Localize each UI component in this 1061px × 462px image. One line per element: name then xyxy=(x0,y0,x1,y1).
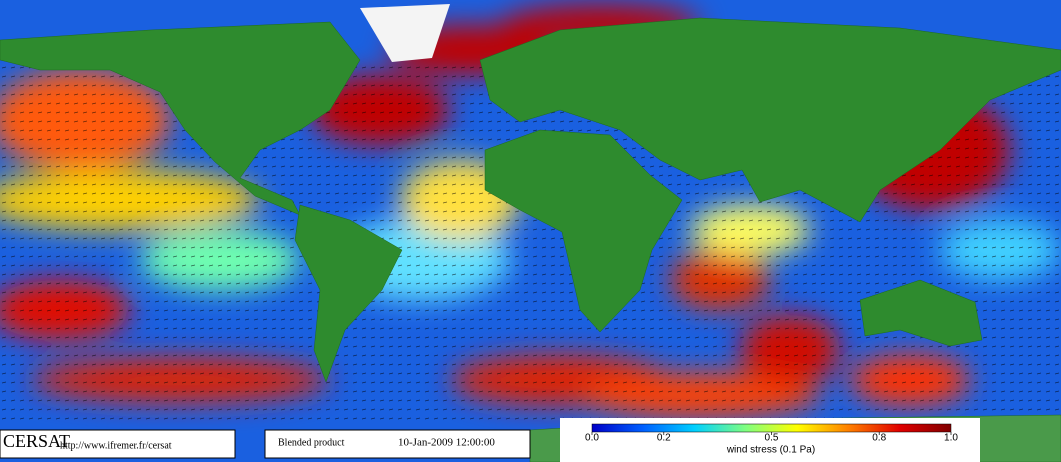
colorbar xyxy=(591,423,952,433)
footer: CERSAT http://www.ifremer.fr/cersat Blen… xyxy=(0,418,980,462)
colorbar-tick-label: 0.2 xyxy=(657,433,671,444)
colorbar-tick-label: 1.0 xyxy=(944,433,958,444)
eurasia xyxy=(479,17,1061,223)
url[interactable]: http://www.ifremer.fr/cersat xyxy=(60,440,172,451)
logo: CERSAT xyxy=(3,431,70,451)
north-america xyxy=(0,21,361,216)
south-america xyxy=(294,204,403,383)
colorbar-tick-label: 0.0 xyxy=(585,433,599,444)
greenland xyxy=(360,4,450,62)
product-box xyxy=(264,429,531,459)
africa xyxy=(484,129,683,333)
product: Blended product xyxy=(278,437,345,448)
info-box xyxy=(0,429,236,459)
colorbar-tick-label: 0.8 xyxy=(872,433,886,444)
colorbar-tick-label: 0.5 xyxy=(765,433,779,444)
colorbar-label: wind stress (0.1 Pa) xyxy=(726,445,815,456)
australia xyxy=(859,279,983,347)
date: 10-Jan-2009 12:00:00 xyxy=(398,437,495,449)
